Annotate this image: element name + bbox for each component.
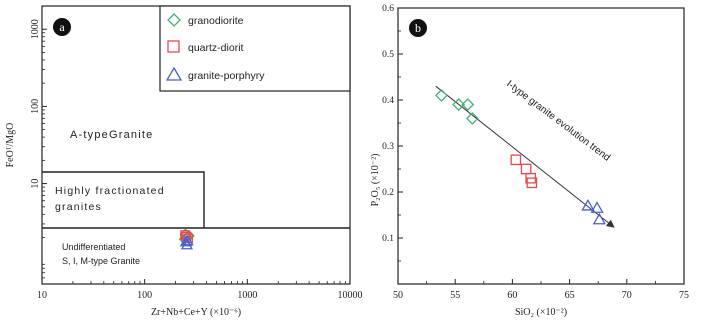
b-y-tick-label: 0.2 (382, 188, 394, 198)
b-x-tick-label: 60 (507, 290, 517, 301)
panel-b-badge (409, 19, 427, 37)
panel-b-badge-label: b (415, 21, 421, 35)
panel-a-y-axis-label: FeOᵀ/MgO (5, 123, 16, 168)
b-y-tick-label: 0.6 (382, 4, 394, 14)
panel-a-x-axis-label: Zr+Nb+Ce+Y (×10⁻⁶) (151, 307, 241, 318)
b-point-square (526, 177, 538, 189)
b-point-diamond (465, 111, 479, 125)
legend-label-granodiorite: granodiorite (188, 15, 244, 27)
a-y-tick-label: 10 (30, 179, 41, 189)
b-x-tick-label: 70 (622, 290, 632, 301)
trend-annotation: I-type granite evolution trend (504, 79, 612, 164)
panel-b-x-axis-label: SiO₂ (×10⁻²) (515, 307, 567, 318)
trend-line (435, 85, 615, 228)
b-point-triangle (581, 198, 595, 211)
panel-a-badge-label: a (59, 20, 65, 34)
panel-a-chart: a A-typeGranite Highly fractionated gran… (5, 5, 363, 318)
legend-label-granite-porphyry: granite-porphyry (188, 70, 265, 82)
field-label-highly-fractionated-line1: Highly fractionated (55, 185, 165, 197)
legend-label-quartz-diorit: quartz-diorit (188, 42, 244, 54)
a-x-tick-label: 100 (137, 290, 152, 301)
b-point-diamond (452, 98, 466, 112)
panel-a-badge (53, 18, 71, 36)
b-x-tick-label: 75 (679, 290, 689, 301)
b-point-square (520, 163, 532, 175)
legend-diamond-icon (167, 13, 181, 27)
a-point-triangle (180, 238, 194, 250)
b-y-tick-label: 0.5 (382, 50, 394, 60)
panel-b-plot-frame (397, 7, 685, 285)
a-x-tick-label: 10000 (338, 290, 363, 301)
legend: granodiorite quartz-diorit granite-porph… (159, 5, 351, 92)
b-point-square (510, 154, 522, 166)
a-x-tick-label: 10 (37, 290, 47, 301)
b-point-triangle (592, 212, 606, 225)
a-y-tick-label: 1000 (30, 19, 41, 39)
b-y-tick-label: 0.1 (382, 234, 394, 244)
b-y-tick-label: 0.3 (382, 142, 394, 152)
b-point-triangle (590, 201, 604, 213)
a-point-triangle (181, 234, 194, 246)
field-label-highly-fractionated-line2: granites (55, 201, 102, 213)
b-point-diamond (435, 88, 448, 102)
legend-triangle-icon (165, 66, 183, 81)
a-y-tick-label: 100 (30, 99, 41, 114)
panel-b-ticks: 50 55 60 65 70 75 0.1 0.2 0.3 0.4 0.5 0.6 (382, 4, 689, 301)
panel-b-points (435, 88, 606, 225)
field-label-undifferentiated-line1: Undifferentiated (62, 242, 125, 252)
field-label-a-type: A-typeGranite (70, 129, 153, 141)
legend-square-icon (167, 40, 180, 53)
legend-box (159, 5, 351, 92)
b-point-diamond (461, 98, 475, 112)
b-y-tick-label: 0.4 (382, 96, 394, 106)
field-label-undifferentiated-line2: S, I, M-type Granite (62, 256, 140, 266)
field-boundary-highly-fractionated (42, 171, 205, 228)
b-x-tick-label: 50 (393, 290, 403, 301)
b-x-tick-label: 55 (450, 290, 460, 301)
panel-a-ticks: 10 100 1000 10000 1000 100 10 (30, 5, 363, 301)
panel-a-points (178, 228, 195, 250)
b-x-tick-label: 65 (565, 290, 575, 301)
panel-b-y-axis-label: P₂O₅ (×10⁻²) (370, 154, 381, 207)
panel-b-chart: b I-type granite evolution trend 50 55 60 6… (370, 4, 689, 318)
a-x-tick-label: 1000 (237, 290, 257, 301)
